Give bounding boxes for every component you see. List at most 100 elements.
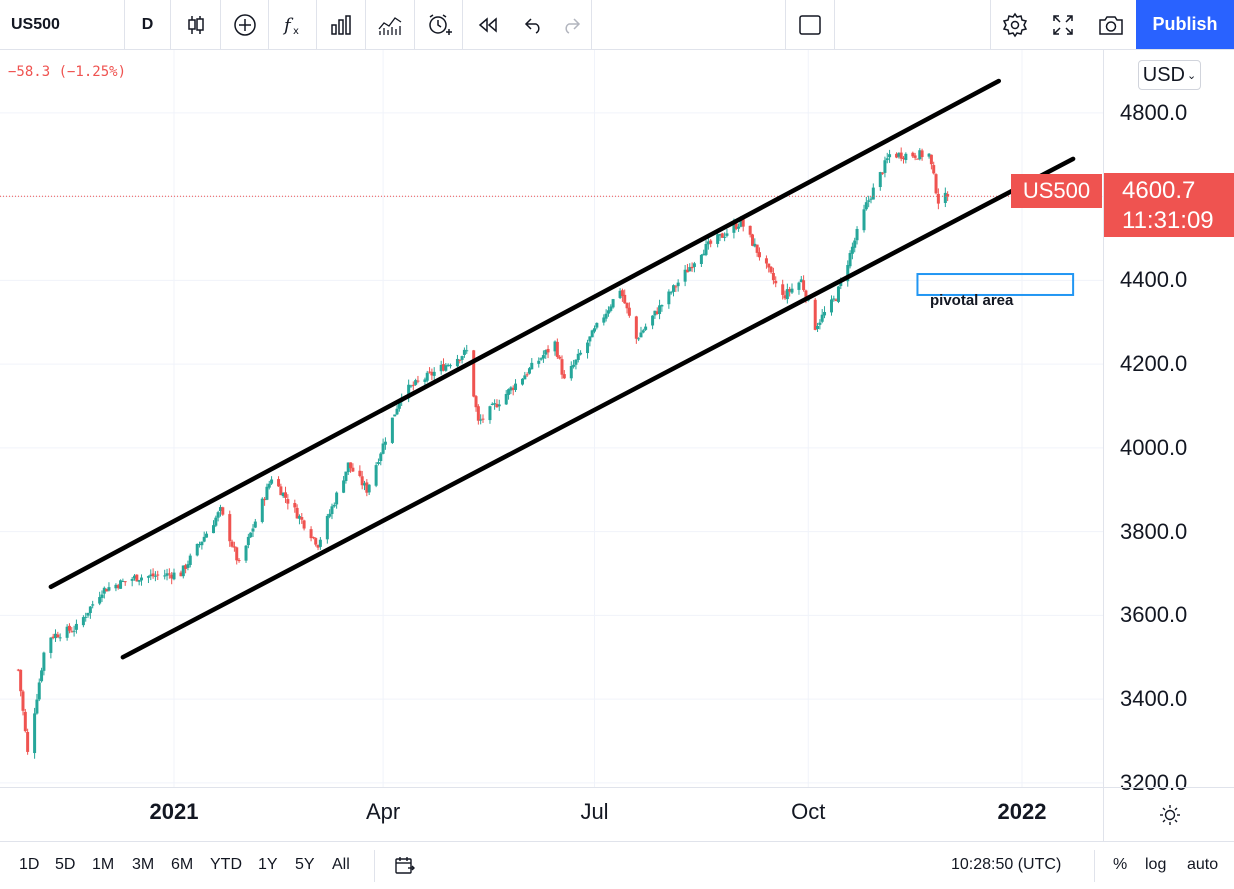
candle-body (481, 418, 485, 420)
candle-body (100, 594, 104, 598)
candle-body (574, 359, 578, 365)
candle-body (920, 150, 924, 158)
candle-body (163, 575, 167, 577)
range-button-1d[interactable]: 1D (19, 856, 40, 873)
candle-body (741, 219, 745, 227)
candle-body (40, 670, 44, 682)
candle-body (883, 160, 887, 173)
candle-body (850, 246, 854, 254)
candle-body (783, 295, 787, 299)
clock-display[interactable]: 10:28:50 (UTC) (951, 856, 1062, 873)
candle-body (26, 731, 30, 752)
time-tick-label: Apr (365, 799, 401, 824)
redo-button[interactable] (552, 0, 592, 49)
candle-body (342, 480, 346, 493)
price-tick-label: 4400.0 (1120, 267, 1188, 293)
candle-body (379, 453, 383, 462)
candle-body (688, 267, 692, 272)
candle-body (181, 565, 185, 577)
candle-body (284, 492, 288, 498)
range-button-1m[interactable]: 1M (92, 856, 115, 873)
divider (1094, 850, 1095, 882)
replay-button[interactable] (465, 0, 511, 49)
axis-corner[interactable] (1103, 787, 1234, 841)
candle-body (504, 394, 508, 405)
layout-button[interactable] (785, 0, 835, 49)
candle-body (58, 637, 62, 639)
candle-body (19, 669, 23, 692)
candle-body (672, 285, 676, 292)
price-axis[interactable]: USD⌄ 4800.04600.04400.04200.04000.03800.… (1103, 50, 1234, 795)
candle-body (149, 574, 153, 577)
candle-body (834, 299, 838, 301)
candle-body (579, 352, 583, 355)
candle-body (472, 350, 476, 397)
range-button-1y[interactable]: 1Y (258, 856, 278, 873)
candle-body (119, 580, 123, 589)
add-indicator-button[interactable] (221, 0, 269, 49)
fullscreen-button[interactable] (1038, 0, 1088, 49)
candle-body (586, 342, 590, 354)
currency-select[interactable]: USD ⌄ (1138, 60, 1201, 90)
range-button-6m[interactable]: 6M (171, 856, 194, 873)
bar-chart-icon (331, 14, 351, 35)
candle-body (135, 574, 139, 582)
range-button-all[interactable]: All (332, 856, 350, 873)
candle-body (21, 691, 25, 711)
candle-body (146, 576, 150, 578)
interval-button[interactable]: D (125, 0, 171, 49)
chart-type-button[interactable] (171, 0, 221, 49)
undo-button[interactable] (514, 0, 552, 49)
candle-body (297, 516, 301, 519)
candle-body (855, 228, 859, 241)
candle-body (781, 284, 785, 295)
candle-body (395, 408, 399, 415)
publish-button[interactable]: Publish (1136, 0, 1234, 49)
percent-toggle[interactable]: % (1113, 856, 1128, 873)
candle-body (316, 545, 320, 548)
chart-pane[interactable]: −58.3 (−1.25%) (0, 50, 1103, 787)
financials-button[interactable] (317, 0, 366, 49)
candle-body (439, 364, 443, 372)
candle-body (572, 364, 576, 367)
time-axis[interactable]: 2021 Apr Jul Oct 2022 (0, 787, 1103, 841)
auto-toggle[interactable]: auto (1187, 856, 1219, 873)
range-button-5y[interactable]: 5Y (295, 856, 315, 873)
price-chart[interactable] (0, 50, 1103, 787)
candle-body (623, 294, 627, 304)
snapshot-button[interactable] (1088, 0, 1134, 49)
fullscreen-icon (1053, 14, 1073, 35)
candle-body (360, 476, 364, 486)
candle-body (184, 565, 188, 569)
candle-body (764, 258, 768, 264)
candle-body (560, 359, 564, 375)
compare-icon (378, 16, 402, 35)
compare-button[interactable] (366, 0, 415, 49)
range-button-3m[interactable]: 3M (132, 856, 155, 873)
candle-body (228, 514, 232, 542)
settings-button[interactable] (990, 0, 1038, 49)
candle-body (867, 200, 871, 202)
candle-body (651, 315, 655, 326)
candle-body (658, 305, 662, 315)
range-button-ytd[interactable]: YTD (210, 856, 242, 873)
range-button-5d[interactable]: 5D (55, 856, 76, 873)
candle-body (72, 630, 76, 632)
alert-button[interactable] (415, 0, 463, 49)
symbol-search-button[interactable]: US500 (0, 0, 125, 49)
date-range-icon[interactable] (394, 856, 416, 876)
candle-body (139, 577, 143, 581)
candle-body (335, 492, 339, 505)
divider (374, 850, 375, 882)
candle-body (885, 158, 889, 161)
candle-body (627, 307, 631, 316)
price-tick-label: 3200.0 (1120, 769, 1188, 795)
candle-body (300, 517, 304, 520)
candle-body (325, 516, 329, 540)
candle-body (114, 584, 118, 589)
candle-body (797, 282, 801, 290)
candle-body (641, 330, 645, 333)
candle-body (56, 634, 60, 638)
log-toggle[interactable]: log (1145, 856, 1167, 873)
